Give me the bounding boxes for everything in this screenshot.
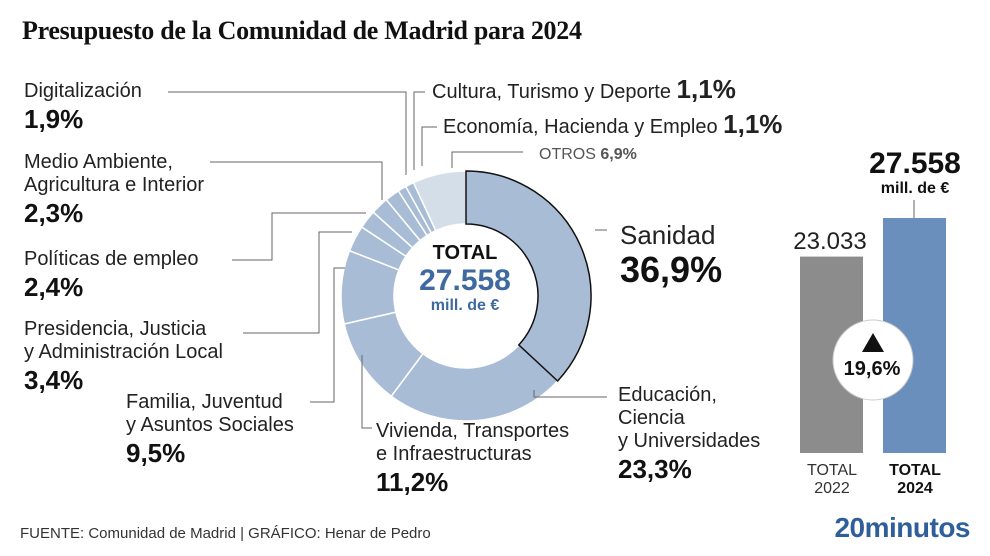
label-name: Sanidad xyxy=(620,220,716,250)
label-presidencia: Presidencia, Justicia y Administración L… xyxy=(24,318,223,396)
donut-chart xyxy=(340,170,592,422)
label-vivienda: Vivienda, Transportes e Infraestructuras… xyxy=(376,420,569,498)
center-label: TOTAL xyxy=(432,242,498,264)
bar-label: 2024 xyxy=(897,480,933,497)
label-digitalizacion: Digitalización 1,9% xyxy=(24,80,142,135)
label-name: Vivienda, Transportes xyxy=(376,420,570,442)
change-badge xyxy=(832,319,914,401)
label-pct: 23,3% xyxy=(618,454,692,484)
leader-digitalizacion xyxy=(168,91,407,175)
leader-vivienda xyxy=(361,355,372,429)
leader-presidencia xyxy=(243,231,352,334)
label-name: Economía, Hacienda y Empleo xyxy=(443,116,718,138)
label-name: y Asuntos Sociales xyxy=(126,414,294,436)
leader-medio xyxy=(210,161,383,200)
leader-economia xyxy=(421,126,437,166)
bar-2022-label: TOTAL 2022 xyxy=(797,462,867,498)
label-cultura: Cultura, Turismo y Deporte 1,1% xyxy=(432,76,736,104)
label-pct: 1,1% xyxy=(723,109,783,139)
up-arrow-icon xyxy=(862,333,884,352)
leader-politicas xyxy=(232,212,366,261)
center-value: 27.558 xyxy=(419,264,511,297)
label-pct: 1,1% xyxy=(676,74,736,104)
label-name: y Administración Local xyxy=(24,341,223,363)
bar-chart xyxy=(800,218,946,453)
bar-2024-value-group: 27.558 mill. de € xyxy=(860,148,970,198)
leader-educacion xyxy=(533,390,607,398)
bar-2024-unit: mill. de € xyxy=(880,180,950,197)
bar-label: TOTAL xyxy=(889,462,941,479)
bar-2022-value: 23.033 xyxy=(793,228,867,255)
donut-center: TOTAL 27.558 mill. de € xyxy=(395,242,535,315)
change-badge-text: 19,6% xyxy=(843,358,901,380)
label-name: Políticas de empleo xyxy=(24,248,199,270)
label-pct: 2,3% xyxy=(24,198,84,228)
label-pct: 1,9% xyxy=(24,104,84,134)
leader-lines xyxy=(168,91,915,429)
bar-label: 2022 xyxy=(814,480,850,497)
donut-slice-0 xyxy=(465,170,592,383)
label-name: Ciencia xyxy=(618,407,685,429)
label-pct: 9,5% xyxy=(126,438,186,468)
donut-slice-1 xyxy=(390,343,559,422)
bar-2024-value: 27.558 xyxy=(869,147,961,180)
label-economia: Economía, Hacienda y Empleo 1,1% xyxy=(443,111,782,139)
label-name: Cultura, Turismo y Deporte xyxy=(432,81,671,103)
label-name: Presidencia, Justicia xyxy=(24,318,207,340)
label-educacion: Educación, Ciencia y Universidades 23,3% xyxy=(618,384,760,485)
label-medio-ambiente: Medio Ambiente, Agricultura e Interior 2… xyxy=(24,151,204,229)
label-pct: 6,9% xyxy=(600,146,637,163)
label-name: y Universidades xyxy=(618,430,761,452)
label-name: Educación, xyxy=(618,384,717,406)
label-name: Medio Ambiente, xyxy=(24,151,173,173)
label-name: e Infraestructuras xyxy=(376,443,532,465)
bar-label: TOTAL xyxy=(806,462,858,479)
label-pct: 36,9% xyxy=(620,249,723,290)
label-name: Agricultura e Interior xyxy=(24,174,205,196)
label-pct: 2,4% xyxy=(24,272,84,302)
label-name: Digitalización xyxy=(24,80,142,102)
leader-cultura xyxy=(413,91,425,170)
label-name: Familia, Juventud xyxy=(126,391,283,413)
label-familia: Familia, Juventud y Asuntos Sociales 9,5… xyxy=(126,391,294,469)
label-sanidad: Sanidad 36,9% xyxy=(620,220,722,290)
footer-source: FUENTE: Comunidad de Madrid | GRÁFICO: H… xyxy=(20,525,431,542)
label-otros: OTROS 6,9% xyxy=(539,143,637,166)
chart-title: Presupuesto de la Comunidad de Madrid pa… xyxy=(22,16,582,45)
label-name: OTROS xyxy=(539,146,596,163)
label-pct: 3,4% xyxy=(24,365,84,395)
leader-familia xyxy=(310,267,345,403)
label-pct: 11,2% xyxy=(376,467,449,497)
center-unit: mill. de € xyxy=(430,297,500,314)
label-politicas-empleo: Políticas de empleo 2,4% xyxy=(24,248,199,303)
brand-logo: 20minutos xyxy=(834,512,970,543)
leader-otros xyxy=(451,151,523,168)
bar-2024-label: TOTAL 2024 xyxy=(880,462,950,498)
